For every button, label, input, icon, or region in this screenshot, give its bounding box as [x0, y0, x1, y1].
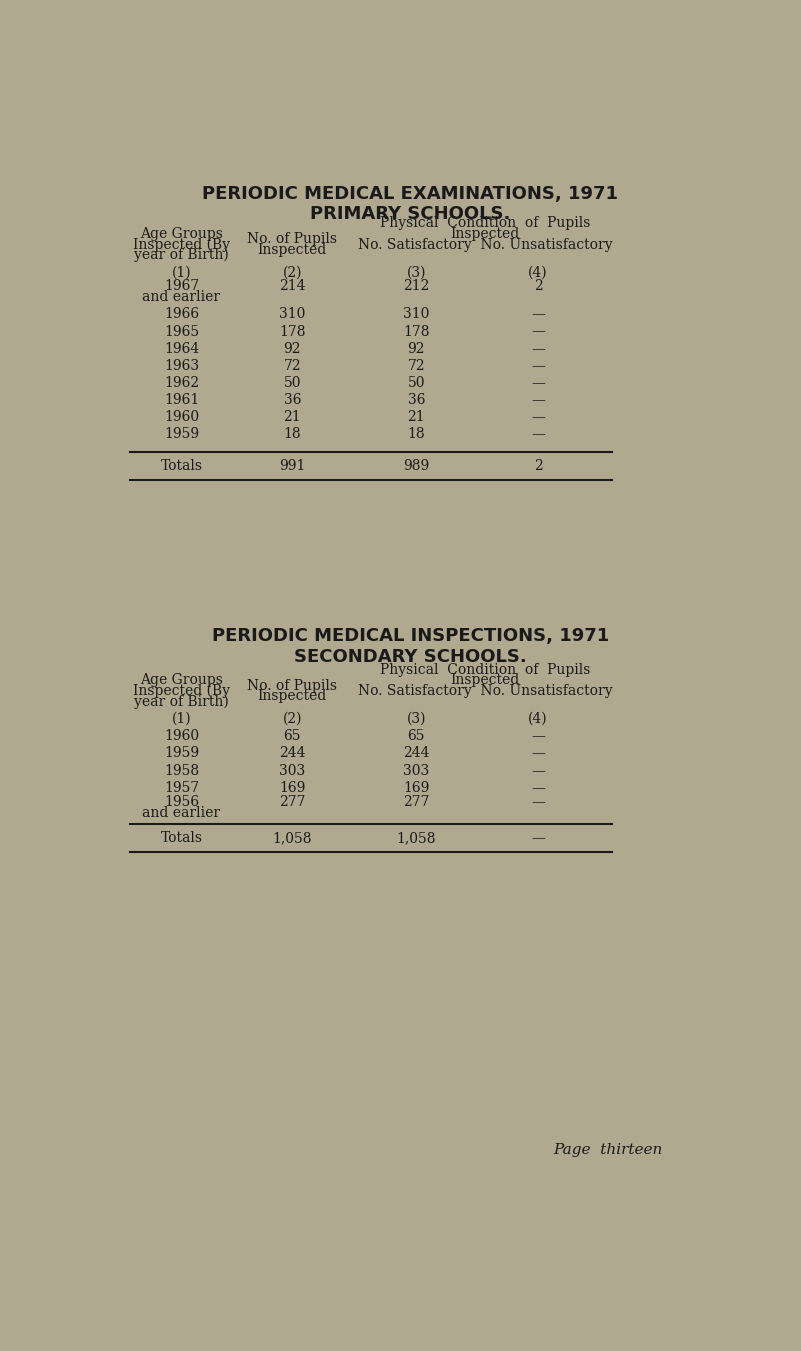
Text: —: —	[531, 409, 545, 424]
Text: 21: 21	[284, 409, 301, 424]
Text: —: —	[531, 393, 545, 407]
Text: 92: 92	[408, 342, 425, 357]
Text: 310: 310	[279, 307, 305, 320]
Text: 50: 50	[284, 376, 301, 390]
Text: SECONDARY SCHOOLS.: SECONDARY SCHOOLS.	[294, 648, 526, 666]
Text: 36: 36	[408, 393, 425, 407]
Text: (4): (4)	[528, 712, 548, 725]
Text: (2): (2)	[283, 712, 302, 725]
Text: Inspected: Inspected	[258, 689, 327, 704]
Text: —: —	[531, 427, 545, 440]
Text: —: —	[531, 794, 545, 809]
Text: year of Birth): year of Birth)	[134, 694, 229, 709]
Text: PERIODIC MEDICAL INSPECTIONS, 1971: PERIODIC MEDICAL INSPECTIONS, 1971	[211, 627, 609, 646]
Text: 1966: 1966	[164, 307, 199, 320]
Text: 21: 21	[408, 409, 425, 424]
Text: No. of Pupils: No. of Pupils	[248, 678, 337, 693]
Text: 72: 72	[408, 359, 425, 373]
Text: 277: 277	[279, 794, 305, 809]
Text: (3): (3)	[407, 265, 426, 280]
Text: 1960: 1960	[164, 728, 199, 743]
Text: Inspected: Inspected	[258, 243, 327, 257]
Text: —: —	[531, 747, 545, 761]
Text: and earlier: and earlier	[143, 805, 220, 820]
Text: Totals: Totals	[160, 459, 203, 473]
Text: 991: 991	[279, 459, 305, 473]
Text: 989: 989	[403, 459, 429, 473]
Text: 18: 18	[284, 427, 301, 440]
Text: 36: 36	[284, 393, 301, 407]
Text: —: —	[531, 831, 545, 846]
Text: Inspected (By: Inspected (By	[133, 684, 230, 698]
Text: Page  thirteen: Page thirteen	[553, 1143, 662, 1156]
Text: No. of Pupils: No. of Pupils	[248, 232, 337, 246]
Text: 1956: 1956	[164, 794, 199, 809]
Text: 18: 18	[408, 427, 425, 440]
Text: 1967: 1967	[164, 280, 199, 293]
Text: 1962: 1962	[164, 376, 199, 390]
Text: (1): (1)	[171, 265, 191, 280]
Text: 1963: 1963	[164, 359, 199, 373]
Text: 1960: 1960	[164, 409, 199, 424]
Text: (1): (1)	[171, 712, 191, 725]
Text: 1959: 1959	[164, 427, 199, 440]
Text: PRIMARY SCHOOLS.: PRIMARY SCHOOLS.	[310, 205, 510, 223]
Text: —: —	[531, 342, 545, 357]
Text: 310: 310	[403, 307, 429, 320]
Text: Physical  Condition  of  Pupils: Physical Condition of Pupils	[380, 216, 590, 230]
Text: 214: 214	[279, 280, 305, 293]
Text: —: —	[531, 728, 545, 743]
Text: —: —	[531, 765, 545, 778]
Text: 1961: 1961	[164, 393, 199, 407]
Text: 1965: 1965	[164, 324, 199, 339]
Text: —: —	[531, 781, 545, 796]
Text: —: —	[531, 324, 545, 339]
Text: (2): (2)	[283, 265, 302, 280]
Text: 65: 65	[284, 728, 301, 743]
Text: 2: 2	[533, 459, 542, 473]
Text: Inspected: Inspected	[450, 227, 520, 240]
Text: No. Satisfactory  No. Unsatisfactory: No. Satisfactory No. Unsatisfactory	[357, 238, 612, 251]
Text: —: —	[531, 376, 545, 390]
Text: Age Groups: Age Groups	[140, 673, 223, 688]
Text: —: —	[531, 307, 545, 320]
Text: 72: 72	[284, 359, 301, 373]
Text: 303: 303	[280, 765, 305, 778]
Text: 277: 277	[403, 794, 429, 809]
Text: 178: 178	[279, 324, 305, 339]
Text: Inspected: Inspected	[450, 673, 520, 688]
Text: and earlier: and earlier	[143, 290, 220, 304]
Text: 178: 178	[403, 324, 429, 339]
Text: (3): (3)	[407, 712, 426, 725]
Text: Totals: Totals	[160, 831, 203, 846]
Text: 1,058: 1,058	[396, 831, 436, 846]
Text: 169: 169	[279, 781, 305, 796]
Text: 212: 212	[403, 280, 429, 293]
Text: No. Satisfactory  No. Unsatisfactory: No. Satisfactory No. Unsatisfactory	[357, 684, 612, 698]
Text: Physical  Condition  of  Pupils: Physical Condition of Pupils	[380, 662, 590, 677]
Text: 244: 244	[279, 747, 305, 761]
Text: 92: 92	[284, 342, 301, 357]
Text: 1958: 1958	[164, 765, 199, 778]
Text: —: —	[531, 359, 545, 373]
Text: 2: 2	[533, 280, 542, 293]
Text: 1,058: 1,058	[272, 831, 312, 846]
Text: PERIODIC MEDICAL EXAMINATIONS, 1971: PERIODIC MEDICAL EXAMINATIONS, 1971	[202, 185, 618, 203]
Text: Inspected (By: Inspected (By	[133, 238, 230, 251]
Text: Age Groups: Age Groups	[140, 227, 223, 240]
Text: 169: 169	[403, 781, 429, 796]
Text: 1959: 1959	[164, 747, 199, 761]
Text: 244: 244	[403, 747, 429, 761]
Text: 1964: 1964	[164, 342, 199, 357]
Text: 303: 303	[403, 765, 429, 778]
Text: 1957: 1957	[164, 781, 199, 796]
Text: 65: 65	[408, 728, 425, 743]
Text: 50: 50	[408, 376, 425, 390]
Text: (4): (4)	[528, 265, 548, 280]
Text: year of Birth): year of Birth)	[134, 249, 229, 262]
